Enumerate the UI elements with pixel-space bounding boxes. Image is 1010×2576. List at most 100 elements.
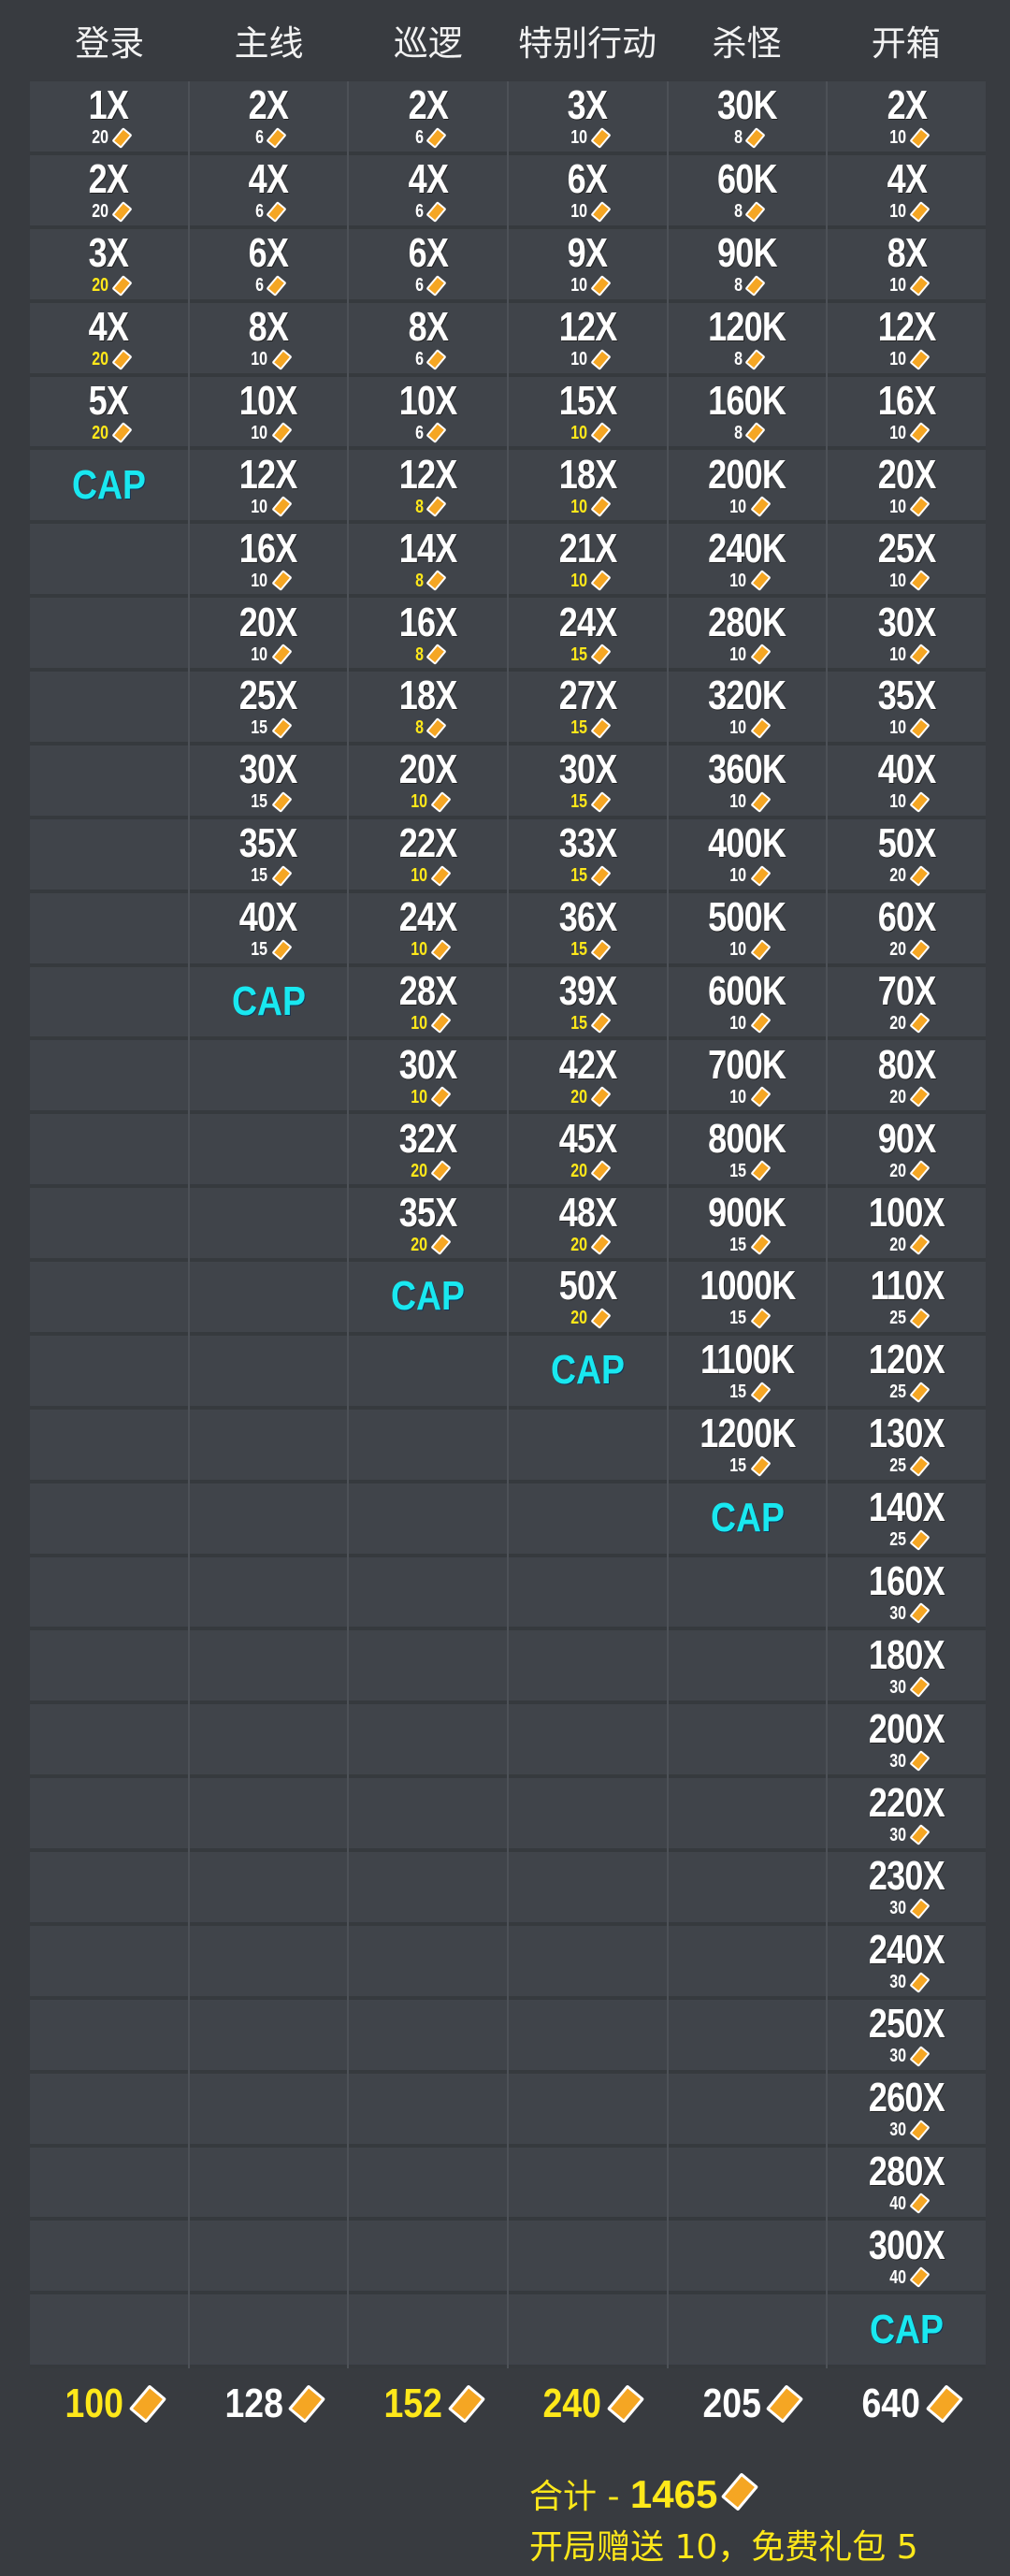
table-cell: 40X 15 (189, 893, 348, 967)
table-cell (668, 1557, 827, 1631)
table-cell: 600K 10 (668, 967, 827, 1041)
ticket-cost: 10 (249, 496, 293, 518)
ticket-count: 10 (570, 349, 587, 370)
column-header: 开箱 (871, 23, 941, 64)
multiplier-value: 1000K (699, 1263, 796, 1310)
ticket-cost: 20 (90, 348, 133, 370)
ticket-cost: 15 (728, 1454, 772, 1477)
table-cell: 180X 30 (828, 1630, 987, 1705)
ticket-cost: 10 (249, 644, 293, 666)
table-cell: 3X 10 (509, 81, 667, 155)
ticket-count: 10 (570, 201, 587, 223)
ticket-icon (111, 200, 133, 223)
column-total: 240 (508, 2368, 667, 2439)
ticket-count: 20 (889, 1160, 907, 1181)
ticket-icon (606, 2384, 644, 2424)
table-column: 3X 10 6X 10 9X 10 12X 10 15X 10 18X 10 21X 10 24X 15 27X… (509, 81, 669, 2369)
table-cell (30, 1262, 188, 1336)
multiplier-value: 30X (398, 1041, 458, 1088)
ticket-count: 15 (570, 644, 587, 665)
ticket-cost: 20 (887, 864, 931, 887)
total-value: 205 (702, 2381, 761, 2426)
ticket-count: 6 (414, 127, 424, 149)
table-cell: CAP (30, 450, 188, 525)
table-cell: 20X 10 (828, 450, 987, 525)
table-cell: 28X 10 (349, 967, 508, 1041)
ticket-count: 8 (414, 717, 424, 739)
multiplier-value: 200K (708, 451, 787, 498)
multiplier-value: 8X (887, 230, 927, 277)
table-cell: 30K 8 (668, 81, 827, 155)
table-cell (509, 1630, 667, 1705)
multiplier-value: 24X (558, 599, 617, 645)
table-cell (30, 1114, 188, 1189)
ticket-count: 10 (570, 422, 587, 443)
table-cell: 130X 25 (828, 1410, 987, 1483)
ticket-cost: 10 (409, 864, 452, 887)
ticket-cost: 8 (414, 716, 447, 739)
column-total: 152 (349, 2368, 508, 2439)
multiplier-value: 30K (717, 82, 778, 129)
table-cell: 33X 15 (509, 819, 667, 893)
table-cell (30, 1410, 188, 1483)
table-cell (349, 2294, 508, 2369)
ticket-icon (111, 348, 133, 370)
multiplier-value: 22X (398, 820, 458, 867)
multiplier-value: 900K (708, 1189, 787, 1236)
ticket-cost: 10 (728, 1012, 772, 1035)
multiplier-value: 90X (877, 1115, 937, 1162)
ticket-count: 10 (889, 201, 907, 223)
multiplier-value: 70X (877, 967, 937, 1014)
ticket-cost: 15 (728, 1160, 772, 1182)
ticket-icon (430, 938, 452, 961)
multiplier-value: 35X (398, 1189, 458, 1236)
table-cell (349, 1926, 508, 2000)
ticket-icon (750, 790, 772, 813)
ticket-cost: 25 (887, 1528, 931, 1551)
multiplier-value: 240X (869, 1927, 945, 1974)
ticket-icon (909, 2192, 931, 2215)
multiplier-value: 280K (708, 599, 787, 645)
ticket-icon (744, 422, 766, 444)
ticket-count: 15 (729, 1308, 747, 1329)
multiplier-value: 2X (408, 82, 448, 129)
table-cell (189, 1262, 348, 1336)
table-cell (30, 1704, 188, 1779)
cap-label: CAP (870, 2306, 945, 2352)
multiplier-value: 200X (869, 1705, 945, 1752)
ticket-count: 10 (251, 570, 268, 591)
ticket-cost: 8 (733, 348, 766, 370)
table-cell: 5X 20 (30, 377, 188, 451)
total-value: 128 (224, 2381, 283, 2426)
table-cell: CAP (349, 1262, 508, 1336)
ticket-cost: 10 (728, 496, 772, 518)
table-cell (30, 2074, 188, 2148)
table-cell: 220X 30 (828, 1778, 987, 1852)
multiplier-value: 35X (239, 820, 298, 867)
ticket-count: 20 (91, 422, 108, 443)
ticket-icon (909, 1307, 931, 1329)
ticket-icon (909, 1750, 931, 1773)
table-cell (668, 2148, 827, 2221)
multiplier-value: 14X (398, 525, 458, 572)
multiplier-value: 250X (869, 2001, 945, 2048)
ticket-icon (111, 274, 133, 297)
ticket-cost: 6 (254, 126, 287, 149)
ticket-cost: 10 (409, 1012, 452, 1035)
ticket-icon (111, 126, 133, 149)
ticket-count: 10 (729, 570, 747, 591)
ticket-count: 15 (729, 1455, 747, 1477)
table-cell: 14X 8 (349, 524, 508, 599)
table-cell: 4X 6 (349, 155, 508, 229)
multiplier-value: 48X (558, 1189, 617, 1236)
table-cell: 90X 20 (828, 1114, 987, 1189)
multiplier-value: 180X (869, 1631, 945, 1678)
table-cell (349, 1336, 508, 1410)
multiplier-value: 36X (558, 894, 617, 941)
table-cell: 10X 6 (349, 377, 508, 451)
table-cell: 12X 10 (509, 303, 667, 377)
multiplier-value: 33X (558, 820, 617, 867)
ticket-icon (909, 1012, 931, 1035)
table-cell (509, 2074, 667, 2148)
ticket-cost: 8 (733, 200, 766, 223)
